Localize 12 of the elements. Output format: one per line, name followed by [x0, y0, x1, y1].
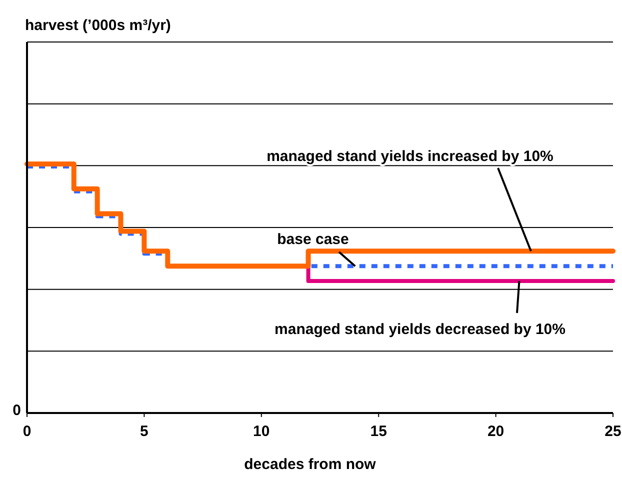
annotation: base case [277, 231, 349, 248]
text: 0 [12, 402, 21, 419]
x-tick-label: 25 [604, 423, 622, 440]
annotation: managed stand yields decreased by 10% [274, 321, 566, 338]
annotation: managed stand yields increased by 10% [266, 148, 554, 165]
x-tick-label: 0 [22, 423, 32, 440]
x-tick-label: 5 [140, 423, 148, 440]
x-tick-label: 10 [253, 423, 270, 440]
x-tick-label: 20 [487, 423, 504, 440]
x-tick-label: 15 [370, 423, 387, 440]
text: harvest (’000s m³/yr) [25, 17, 171, 34]
x-axis-title: decades from now [244, 456, 376, 473]
